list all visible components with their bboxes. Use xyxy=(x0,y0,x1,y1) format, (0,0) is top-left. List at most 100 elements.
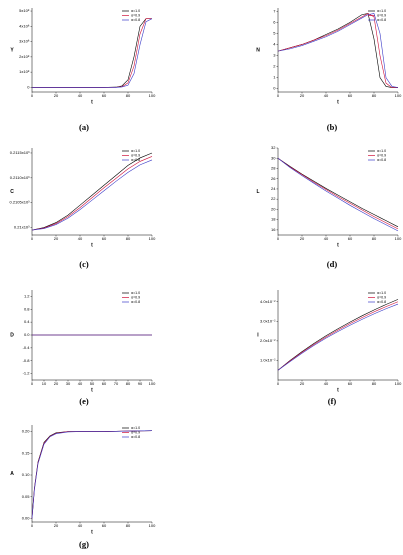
y-tick-label: 6 xyxy=(273,19,276,24)
x-tick-label: 100 xyxy=(395,236,402,241)
y-axis-label: A xyxy=(10,471,14,477)
legend-label: α=0.9 xyxy=(131,13,140,17)
panel-label: (e) xyxy=(79,396,89,406)
legend-label: α=0.8 xyxy=(377,158,386,162)
x-tick-label: 60 xyxy=(102,381,107,386)
y-axis-label: C xyxy=(10,189,14,195)
y-tick-label: 0.4 xyxy=(24,319,30,324)
y-tick-label: -0.8 xyxy=(23,358,31,363)
x-axis-label: t xyxy=(337,99,339,105)
y-tick-label: 3.0x10⁻² xyxy=(260,318,276,323)
y-axis-label: D xyxy=(10,332,14,338)
series-line xyxy=(31,430,153,519)
x-tick-label: 80 xyxy=(126,236,131,241)
x-tick-label: 0 xyxy=(277,93,280,98)
x-tick-label: 0 xyxy=(277,381,280,386)
x-tick-label: 60 xyxy=(102,523,107,528)
y-tick-label: 5 xyxy=(273,30,276,35)
y-tick-label: 0 xyxy=(27,84,30,89)
x-tick-label: 100 xyxy=(149,236,156,241)
panel-label: (d) xyxy=(327,259,338,269)
y-axis-label: Y xyxy=(10,47,14,53)
series-line xyxy=(277,157,399,230)
legend-label: α=0.9 xyxy=(131,153,140,157)
series-line xyxy=(277,158,399,232)
y-tick-label: 0.2105x10³ xyxy=(9,200,30,205)
y-tick-label: 1 xyxy=(273,75,276,80)
x-tick-label: 30 xyxy=(66,381,71,386)
series-line xyxy=(31,156,153,231)
panel-label: (c) xyxy=(79,259,89,269)
x-tick-label: 60 xyxy=(348,381,353,386)
x-tick-label: 80 xyxy=(126,93,131,98)
series-line xyxy=(32,18,152,88)
x-tick-label: 40 xyxy=(78,93,83,98)
series-line xyxy=(277,299,399,371)
x-tick-label: 60 xyxy=(102,93,107,98)
x-tick-label: 50 xyxy=(90,381,95,386)
x-tick-label: 0 xyxy=(31,93,34,98)
panel: 0 1x10⁸ 2x10⁸ 3x10⁸ 4x10⁸ 5x10⁸ 0 20 40 60 80 100 t Y… xyxy=(10,8,156,132)
x-tick-label: 80 xyxy=(126,381,131,386)
legend-label: α=1.0 xyxy=(131,9,140,13)
series-line xyxy=(32,18,152,88)
y-tick-label: 1.0x10⁻² xyxy=(260,357,276,362)
legend-label: α=0.9 xyxy=(377,295,386,299)
legend-label: α=0.9 xyxy=(131,295,140,299)
y-tick-label: 28 xyxy=(271,166,276,171)
x-tick-label: 40 xyxy=(324,93,329,98)
x-tick-label: 100 xyxy=(149,93,156,98)
x-axis-label: t xyxy=(91,387,93,393)
panel-label: (a) xyxy=(79,122,89,132)
x-tick-label: 40 xyxy=(78,523,83,528)
legend-label: α=0.8 xyxy=(131,300,140,304)
x-tick-label: 10 xyxy=(42,381,47,386)
y-tick-label: 1.2 xyxy=(24,293,30,298)
x-tick-label: 0 xyxy=(277,236,280,241)
y-tick-label: 30 xyxy=(271,155,276,160)
panel: 1.0x10⁻² 2.0x10⁻² 3.0x10⁻² 4.0x10⁻² 0 20 40 60 8… xyxy=(257,290,402,406)
x-tick-label: 80 xyxy=(372,236,377,241)
x-axis-label: t xyxy=(337,242,339,248)
x-tick-label: 60 xyxy=(348,236,353,241)
x-tick-label: 100 xyxy=(395,381,402,386)
y-tick-label: 18 xyxy=(271,217,276,222)
y-tick-label: 0.0 xyxy=(24,332,30,337)
x-tick-label: 40 xyxy=(78,381,83,386)
y-tick-label: 3 xyxy=(273,53,276,58)
y-axis-label: N xyxy=(256,47,260,53)
y-tick-label: 32 xyxy=(271,145,276,150)
legend-label: α=0.8 xyxy=(131,158,140,162)
series-line xyxy=(277,13,399,88)
y-tick-label: 16 xyxy=(271,227,276,232)
legend-label: α=1.0 xyxy=(131,291,140,295)
legend-label: α=1.0 xyxy=(131,149,140,153)
legend-label: α=1.0 xyxy=(131,426,140,430)
y-tick-label: 0.15 xyxy=(22,450,31,455)
series-line xyxy=(31,159,153,231)
x-tick-label: 20 xyxy=(300,93,305,98)
x-tick-label: 20 xyxy=(54,381,59,386)
panel: 0 1 2 3 4 5 6 7 0 20 40 60 80 100 t Nα=1.0α=0.9α=0.8 (b) xyxy=(256,8,402,132)
panel: 0.21x10³ 0.2105x10³ 0.2110x10³ 0.2115x10³ 0 2… xyxy=(9,148,156,269)
panel-label: (b) xyxy=(327,122,338,132)
y-tick-label: 0.2110x10³ xyxy=(10,175,30,180)
series-line xyxy=(31,152,153,231)
legend-label: α=0.8 xyxy=(131,18,140,22)
y-tick-label: 5x10⁸ xyxy=(19,8,30,13)
y-tick-label: 0.8 xyxy=(24,306,30,311)
y-axis-label: I xyxy=(257,332,259,338)
series-line xyxy=(277,303,399,371)
x-tick-label: 40 xyxy=(324,381,329,386)
y-tick-label: 0.10 xyxy=(22,472,31,477)
panel-label: (f) xyxy=(328,396,337,406)
y-tick-label: 0.05 xyxy=(22,494,31,499)
x-tick-label: 60 xyxy=(348,93,353,98)
x-tick-label: 100 xyxy=(149,381,156,386)
x-tick-label: 0 xyxy=(31,236,34,241)
y-tick-label: 4.0x10⁻² xyxy=(260,299,276,304)
y-tick-label: 0 xyxy=(273,86,276,91)
x-tick-label: 80 xyxy=(126,523,131,528)
